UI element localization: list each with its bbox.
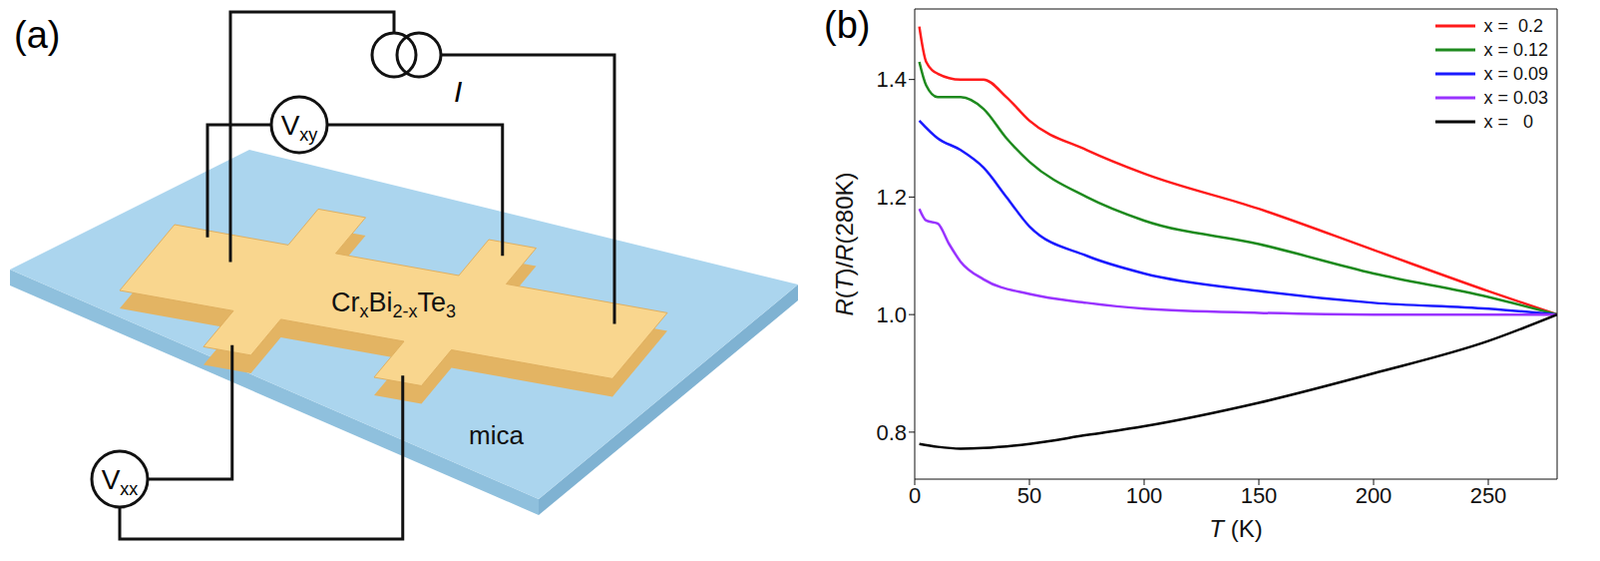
svg-text:150: 150 [1240,482,1278,508]
svg-text:250: 250 [1470,482,1508,508]
svg-text:0: 0 [908,482,921,508]
svg-text:200: 200 [1355,482,1393,508]
html-text:x = 0.2: x = 0.2 [1483,15,1544,36]
html-text:x = 0.12: x = 0.12 [1483,39,1549,60]
svg-text:1.4: 1.4 [875,66,907,92]
html-text:(b): (b) [823,3,871,46]
svg-text:1.0: 1.0 [875,302,907,328]
html-text:x = 0.03: x = 0.03 [1483,87,1549,108]
svg-text:(a): (a) [13,13,60,56]
svg-text:1.2: 1.2 [875,184,907,210]
svg-text:0.8: 0.8 [875,419,907,445]
svg-text:mica: mica [468,419,524,450]
html-text:x = 0.09: x = 0.09 [1483,63,1549,84]
html-text:x = 0: x = 0 [1483,111,1534,132]
svg-text:100: 100 [1126,482,1164,508]
svg-text:50: 50 [1017,482,1042,508]
svg-text:R(T)/R(280K): R(T)/R(280K) [830,171,858,316]
svg-text:T (K): T (K) [1208,514,1262,542]
svg-text:CrxBi2-xTe3: CrxBi2-xTe3 [331,287,456,322]
svg-text:Vxy: Vxy [281,109,319,145]
svg-text:Vxx: Vxx [101,463,139,499]
svg-text:I: I [453,74,462,108]
